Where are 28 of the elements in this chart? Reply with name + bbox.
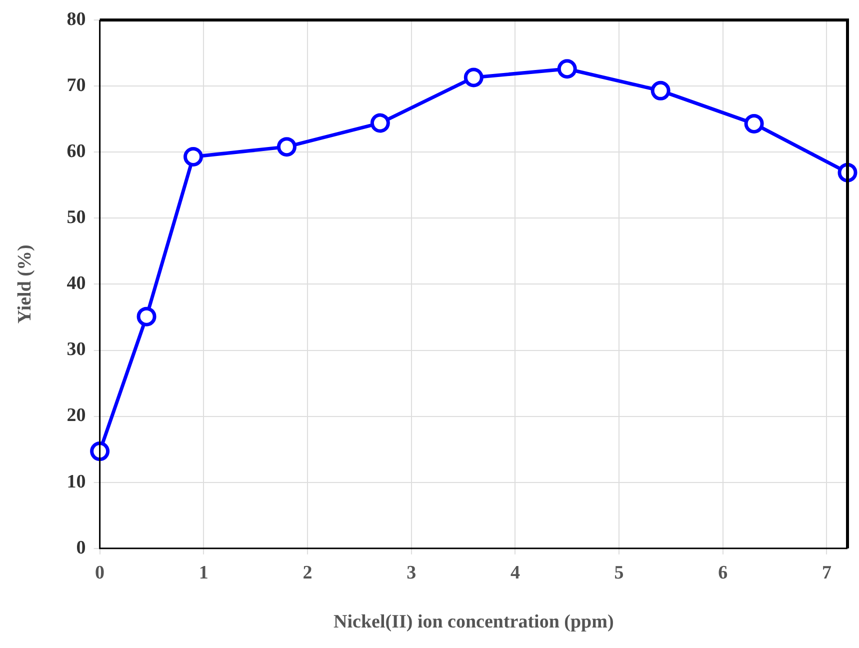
point <box>744 114 764 134</box>
point <box>90 442 110 462</box>
x-tick-label: 1 <box>198 562 208 584</box>
x-tick-label: 6 <box>718 562 728 584</box>
x-tick-label: 0 <box>95 562 105 584</box>
point <box>136 306 156 326</box>
x-tick-label: 3 <box>406 562 416 584</box>
x-tick-label: 7 <box>822 562 832 584</box>
y-tick-label: 0 <box>76 537 86 558</box>
y-tick-label: 60 <box>66 141 86 162</box>
x-tick-label: 2 <box>302 562 312 584</box>
point <box>650 80 670 100</box>
x-tick-label: 4 <box>510 562 520 584</box>
x-axis-title: Nickel(II) ion concentration (ppm) <box>334 612 614 633</box>
point <box>276 137 296 157</box>
y-tick-label: 10 <box>66 471 86 492</box>
y-tick-label: 30 <box>66 339 86 360</box>
y-tick-label: 80 <box>66 8 86 30</box>
y-tick-label: 50 <box>66 207 86 228</box>
y-axis-title: Yield (%) <box>14 244 36 324</box>
y-tick-label: 20 <box>66 405 86 426</box>
y-tick-label: 40 <box>66 273 86 294</box>
x-tick-label: 5 <box>614 562 624 584</box>
y-tick-label: 70 <box>66 74 86 96</box>
point <box>557 59 577 79</box>
point <box>184 146 204 166</box>
point <box>464 68 484 88</box>
point <box>370 113 390 133</box>
